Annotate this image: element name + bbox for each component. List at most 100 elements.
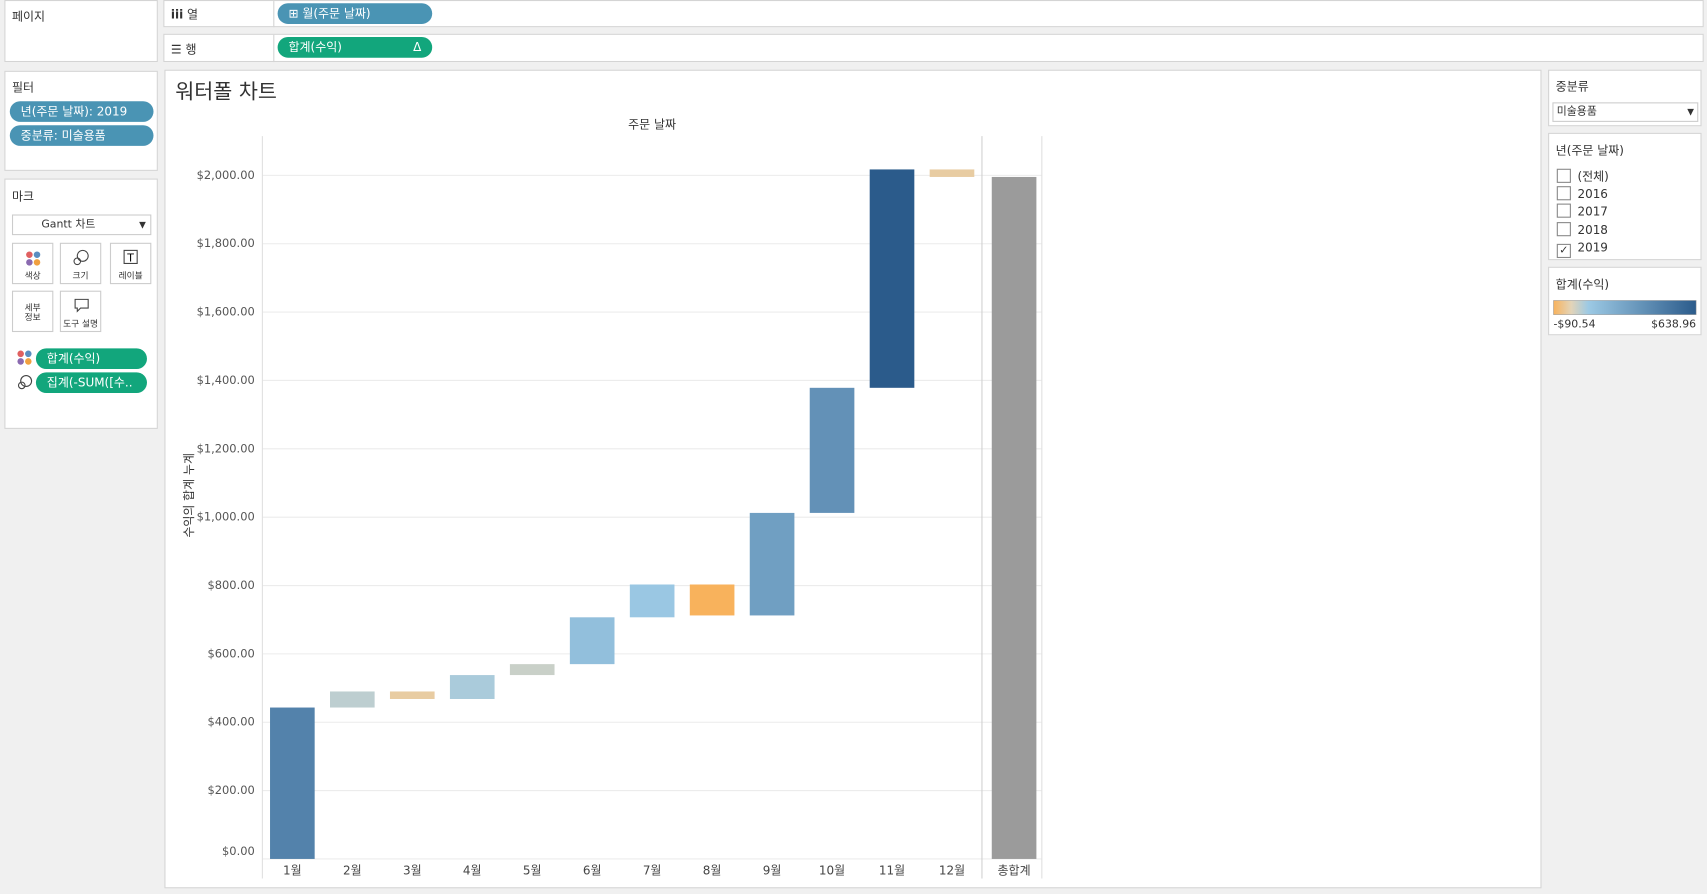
x-axis-title: 주문 날짜 — [628, 118, 676, 132]
tooltip-icon — [74, 298, 89, 313]
label-button[interactable]: T 레이블 — [109, 242, 152, 285]
year-option[interactable]: 2016 — [1556, 185, 1608, 202]
x-tick-label: 6월 — [583, 863, 602, 877]
sub-category-filter: 중분류 미술용품 ▼ — [1548, 69, 1702, 127]
marks-title: 마크 — [11, 189, 35, 204]
y-tick-label: $1,600.00 — [197, 305, 255, 319]
checkbox[interactable] — [1556, 222, 1571, 237]
columns-pill[interactable]: ⊞ 월(주문 날짜) — [277, 3, 433, 24]
waterfall-bar — [869, 169, 915, 388]
color-icon — [17, 350, 32, 365]
x-tick-label: 10월 — [819, 863, 845, 877]
dropdown[interactable]: 미술용품 ▼ — [1552, 102, 1699, 122]
button-label: 레이블 — [118, 271, 143, 281]
waterfall-bar — [449, 675, 495, 699]
rows-shelf: ☰ 행 합계(수익) Δ — [163, 33, 1704, 63]
marks-panel: 마크 Gantt 차트 ▼ 색상 크기 T 레이블 세부 정보 도구 설명 합계(수… — [4, 178, 158, 429]
chart-title: 워터폴 차트 — [175, 80, 277, 104]
y-tick-label: $1,400.00 — [197, 373, 255, 387]
waterfall-bar — [569, 617, 615, 665]
columns-label-text: 열 — [187, 7, 199, 22]
pages-label: 페이지 — [11, 9, 46, 24]
year-option[interactable]: 2018 — [1556, 222, 1608, 238]
x-tick-label: 3월 — [403, 863, 422, 877]
waterfall-bar — [509, 664, 555, 676]
y-tick-label: $1,200.00 — [197, 441, 255, 455]
year-filter: 년(주문 날짜) (전체) 2016 2017 2018 ✓ 2019 — [1548, 132, 1702, 261]
color-button[interactable]: 색상 — [11, 242, 54, 285]
checkbox[interactable] — [1556, 185, 1571, 200]
marks-pill[interactable]: 합계(수익) — [35, 348, 147, 370]
columns-pill-text: 월(주문 날짜) — [302, 6, 371, 21]
delta-icon: Δ — [413, 40, 422, 55]
filter-pill[interactable]: 년(주문 날짜): 2019 — [9, 101, 154, 122]
button-label: 도구 설명 — [63, 318, 98, 329]
button-label: 색상 — [24, 271, 41, 281]
tooltip-button[interactable]: 도구 설명 — [59, 290, 102, 333]
x-tick-label: 9월 — [763, 863, 782, 877]
waterfall-bar — [689, 584, 735, 616]
option-label: 2018 — [1577, 223, 1608, 238]
year-option[interactable]: (전체) — [1556, 168, 1609, 184]
checkbox[interactable]: ✓ — [1556, 243, 1571, 258]
y-tick-label: $800.00 — [208, 578, 255, 592]
y-tick-label: $2,000.00 — [197, 168, 255, 182]
waterfall-bar — [809, 387, 855, 513]
button-label: 세부 정보 — [24, 302, 41, 323]
columns-shelf: iii 열 ⊞ 월(주문 날짜) — [163, 0, 1704, 28]
x-tick-label: 5월 — [523, 863, 542, 877]
divider — [273, 34, 275, 63]
filters-title: 필터 — [11, 80, 35, 95]
filter-pill[interactable]: 중분류: 미술용품 — [9, 125, 154, 146]
legend-title: 합계(수익) — [1555, 277, 1610, 292]
waterfall-bar — [629, 584, 675, 618]
rows-pill[interactable]: 합계(수익) Δ — [277, 37, 433, 58]
legend-max-label: $638.96 — [1651, 318, 1697, 331]
filters-panel: 필터 년(주문 날짜): 2019 중분류: 미술용품 — [4, 70, 158, 171]
legend-min-label: -$90.54 — [1553, 318, 1596, 331]
waterfall-bar — [929, 169, 975, 177]
checkbox[interactable] — [1556, 204, 1571, 219]
option-label: 2019 — [1577, 240, 1608, 255]
x-tick-label: 1월 — [283, 863, 302, 877]
dropdown-arrow: ▼ — [1687, 106, 1694, 117]
pages-panel: 페이지 — [4, 0, 158, 63]
x-tick-label: 7월 — [643, 863, 662, 877]
total-label: 총합계 — [998, 863, 1031, 877]
y-tick-label: $0.00 — [222, 844, 255, 858]
x-tick-label: 8월 — [703, 863, 722, 877]
x-tick-label: 12월 — [939, 863, 965, 877]
y-tick-label: $400.00 — [208, 715, 255, 729]
detail-button[interactable]: 세부 정보 — [11, 290, 54, 333]
rows-label-text: 행 — [185, 42, 197, 57]
option-label: (전체) — [1577, 169, 1609, 184]
year-option[interactable]: ✓ 2019 — [1556, 240, 1608, 258]
divider — [273, 1, 275, 28]
waterfall-bar — [329, 691, 375, 708]
size-icon — [17, 375, 33, 390]
marks-pill[interactable]: 집계(-SUM([수.. — [35, 372, 147, 394]
y-tick-label: $600.00 — [208, 646, 255, 660]
waterfall-bar — [270, 707, 315, 859]
button-label: 크기 — [72, 271, 89, 281]
color-icon — [26, 251, 41, 266]
legend-gradient — [1553, 300, 1697, 315]
waterfall-bar — [389, 691, 435, 699]
x-tick-label: 2월 — [343, 863, 362, 877]
checkbox[interactable] — [1556, 168, 1571, 183]
columns-label: iii 열 — [170, 7, 199, 22]
year-option[interactable]: 2017 — [1556, 204, 1608, 220]
x-tick-label: 4월 — [463, 863, 482, 877]
size-button[interactable]: 크기 — [59, 242, 102, 285]
option-label: 2016 — [1577, 186, 1608, 202]
y-axis-title: 수익의 합계 누계 — [182, 453, 196, 538]
option-label: 2017 — [1577, 205, 1608, 220]
mark-type-dropdown[interactable]: Gantt 차트 ▼ — [11, 214, 152, 236]
mark-type: Gantt 차트 — [41, 218, 96, 231]
dropdown-arrow: ▼ — [139, 219, 146, 230]
waterfall-bar — [749, 512, 795, 616]
x-tick-label: 11월 — [879, 863, 905, 877]
